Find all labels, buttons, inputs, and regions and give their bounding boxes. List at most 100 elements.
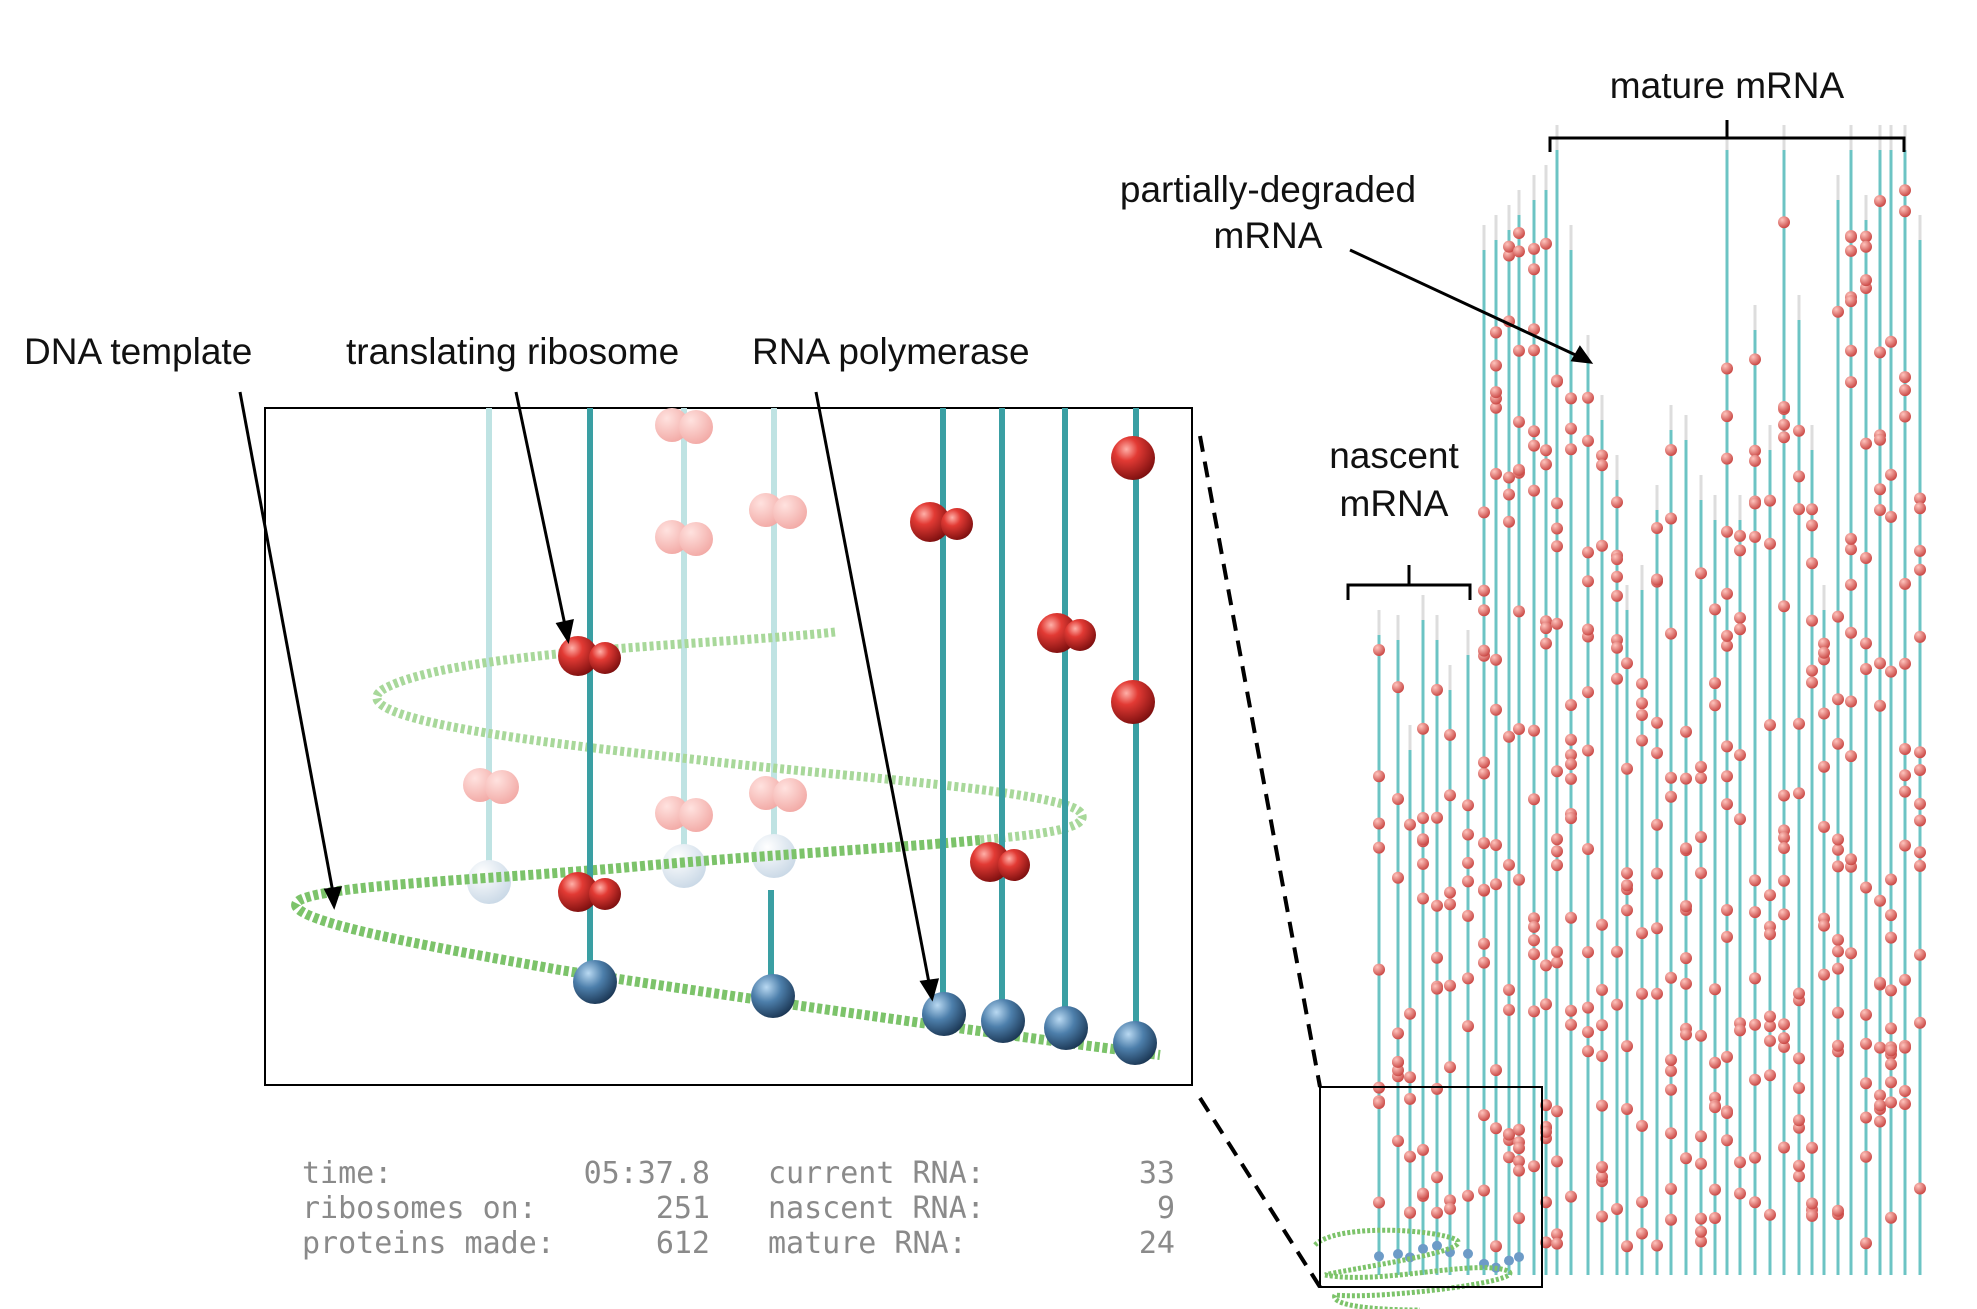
ribosome-icon [1565,758,1577,771]
ribosome-icon [1860,1008,1872,1021]
ribosome-icon [1665,1182,1677,1195]
ribosome-icon [1431,899,1443,912]
ribosome-icon [1734,529,1746,542]
ribosome-icon [1885,1211,1897,1224]
ribosome-icon [1709,1212,1721,1224]
ribosome-icon [1665,1054,1677,1066]
ribosome-icon [1832,843,1844,856]
ribosome-icon [1596,449,1608,462]
polymerase-icon [1432,1240,1442,1251]
ribosome-icon [1885,931,1897,944]
ribosome-icon [1392,681,1404,694]
ribosome-icon [1680,952,1692,965]
ribosome-icon [1899,657,1911,670]
ribosome-icon [1806,614,1818,627]
background-polymerase [752,834,796,878]
ribosome-icon [1778,216,1790,229]
ribosome-icon [1778,831,1790,844]
ribosome-icon [1778,1032,1790,1045]
ribosome-icon [1860,230,1872,243]
ribosome-icon [1665,1127,1677,1140]
ribosome-icon [1874,433,1886,446]
label-nascent-line1: nascent [1329,435,1459,476]
ribosome-icon [1832,1006,1844,1019]
ribosome-icon [1392,793,1404,805]
polymerase-icon [1393,1249,1403,1260]
ribosome-icon [1845,376,1857,389]
ribosome-icon [1551,497,1563,510]
stat-current-label: current RNA: [768,1156,985,1191]
ribosome-icon [1860,663,1872,675]
ribosome-icon [1431,811,1443,824]
ribosome-icon [1832,737,1844,750]
ribosome-icon [1596,1170,1608,1183]
ribosome-icon [1845,578,1857,591]
ribosome-icon [1431,951,1443,964]
ribosome-icon [1806,557,1818,570]
ribosome-icon [1874,1115,1886,1128]
ribosome-icon [1462,875,1474,888]
ribosome-icon [1764,1010,1776,1023]
stats-readout: time: 05:37.8 ribosomes on: 251 proteins… [302,1156,1175,1261]
ribosome-icon [1818,646,1830,659]
ribosome-icon [1806,676,1818,689]
ribosome-icon [1431,1082,1443,1095]
ribosome-icon [1417,833,1429,846]
ribosome-icon [1734,749,1746,761]
ribosome-icon [1885,1058,1897,1071]
polymerase-icon [1463,1248,1473,1259]
ribosome-icon [1417,812,1429,824]
ribosome-icon [1914,814,1926,827]
ribosome-icon [1611,1203,1623,1215]
ribosome-icon [1373,1097,1385,1109]
ribosome-icon [1709,1091,1721,1104]
label-translating-ribosome: translating ribosome [346,331,679,372]
stat-nascent-label: nascent RNA: [768,1191,985,1226]
ribosome-icon [1914,630,1926,643]
ribosome-icon [1513,1123,1525,1136]
ribosome-icon [1734,623,1746,636]
ribosome-icon [1528,1160,1540,1173]
ribosome-icon [1462,972,1474,985]
ribosome-icon [1596,459,1608,472]
ribosome-icon [1582,686,1594,699]
ribosome-icon [1582,391,1594,404]
label-mature-mrna: mature mRNA [1610,65,1845,106]
ribosome-icon [1899,410,1911,423]
ribosome-icon [1818,707,1830,720]
ribosome-icon [1818,968,1830,981]
ribosome-icon [1874,1099,1886,1112]
ribosome-icon [1513,723,1525,735]
ribosome-icon [1709,677,1721,690]
ribosome-icon [1832,1039,1844,1052]
ribosome-icon [1551,833,1563,846]
ribosome-icon [1793,1082,1805,1094]
ribosome-icon [1528,920,1540,933]
ribosome-icon [1665,971,1677,984]
ribosome-icon [1845,231,1857,243]
ribosome-icon [1528,934,1540,947]
ribosome-icon [1565,392,1577,405]
ribosome-icon [1749,530,1761,543]
ribosome-icon [1899,384,1911,397]
ribosome-icon [1611,589,1623,602]
ribosome-icon [1513,605,1525,618]
ribosome-icon [1528,1005,1540,1018]
stat-mature-label: mature RNA: [768,1226,967,1261]
ribosome-icon [1860,274,1872,287]
ribosome-icon [1778,874,1790,887]
ribosome-icon [1596,1050,1608,1062]
ribosome-icon [1885,1044,1897,1057]
ribosome-icon [1885,984,1897,997]
ribosome-icon [1373,770,1385,783]
ribosome-icon [1404,1206,1416,1219]
ribosome-icon [1551,617,1563,630]
ribosome-icon [1596,1161,1608,1173]
ribosome-icon [1914,764,1926,776]
ribosome-icon [1392,1027,1404,1040]
overview-dna-helix [1313,1227,1513,1309]
ribosome-icon [1636,1227,1648,1240]
ribosome-icon [1874,346,1886,359]
ribosome-icon [1636,697,1648,710]
ribosome-icon [1899,371,1911,384]
